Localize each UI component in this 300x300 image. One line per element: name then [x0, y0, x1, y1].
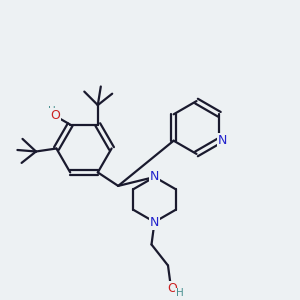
Text: N: N: [150, 215, 159, 229]
Text: H: H: [48, 106, 56, 116]
Text: O: O: [167, 282, 177, 295]
Text: H: H: [176, 288, 184, 298]
Text: O: O: [50, 109, 60, 122]
Text: N: N: [150, 170, 159, 184]
Text: N: N: [218, 134, 227, 147]
